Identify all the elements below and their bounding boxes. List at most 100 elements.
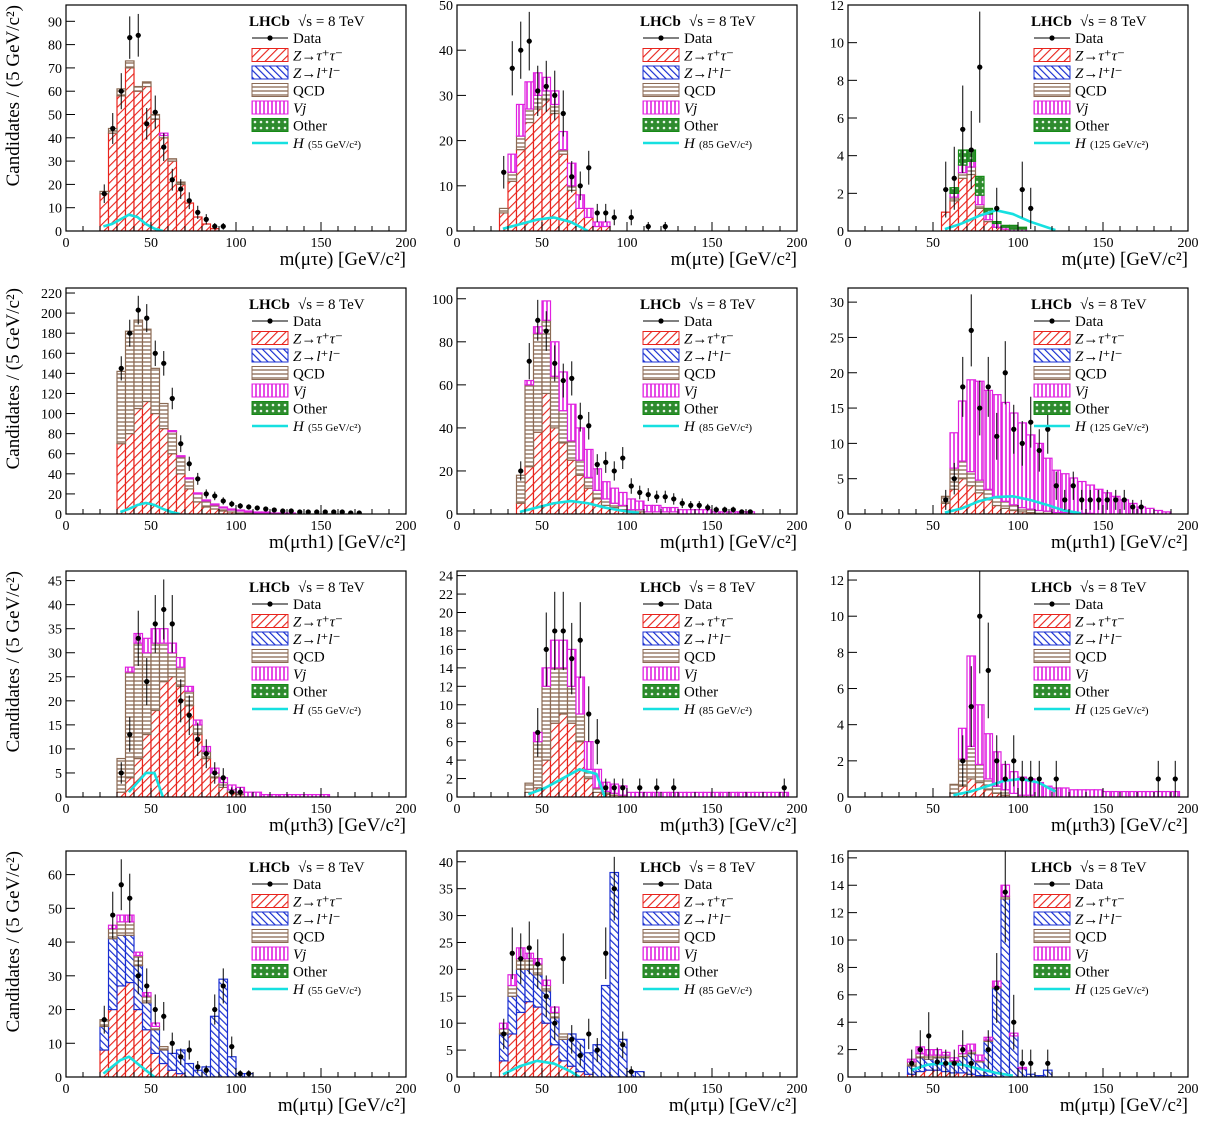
- legend-data-marker: [267, 35, 273, 41]
- y-axis: 0 2 4 6 8 10 12: [830, 574, 857, 806]
- bar-vj: [1110, 790, 1121, 797]
- bar-qcd: [558, 410, 569, 444]
- data-point: [977, 613, 983, 619]
- experiment-label: LHCb √s = 8 TeV: [640, 580, 756, 596]
- bar-ztautau: [592, 791, 603, 797]
- bar-vj: [184, 685, 195, 692]
- data-point: [237, 1071, 243, 1077]
- x-tick-label: 50: [926, 1082, 940, 1097]
- bar-ztautau: [558, 713, 569, 797]
- data-points: [101, 859, 252, 1077]
- y-tick-label: 16: [439, 643, 453, 658]
- x-tick-label: 100: [226, 236, 247, 251]
- y-tick-label: 25: [48, 671, 62, 686]
- legend-item-ztautau: Z→τ⁺τ⁻: [642, 614, 734, 631]
- data-point: [169, 395, 175, 402]
- data-points: [909, 851, 1051, 1077]
- data-point: [586, 711, 592, 717]
- x-tick-label: 0: [63, 1082, 70, 1097]
- bar-qcd: [184, 478, 195, 490]
- data-point: [994, 985, 1000, 991]
- legend-item-zll: Z→l⁺l⁻: [251, 65, 341, 82]
- legend-label: Vj: [1075, 384, 1088, 400]
- x-tick-label: 100: [226, 802, 247, 817]
- data-point: [654, 785, 660, 791]
- data-point: [118, 882, 124, 888]
- bar-qcd: [592, 787, 603, 793]
- bar-vj: [575, 676, 586, 715]
- data-point: [161, 606, 167, 613]
- data-point: [603, 210, 609, 216]
- bar-zll: [507, 995, 518, 1035]
- legend-label: Vj: [1075, 667, 1088, 683]
- bar-vj: [677, 509, 688, 514]
- bar-qcd: [133, 319, 144, 410]
- legend-item-ztautau: Z→τ⁺τ⁻: [642, 331, 734, 348]
- bar-ztautau: [116, 95, 127, 231]
- bar-ztautau: [209, 508, 220, 514]
- experiment-label: LHCb √s = 8 TeV: [249, 860, 365, 876]
- y-axis-title: Candidates / (5 GeV/c²): [3, 288, 24, 469]
- legend-label: H: [683, 419, 696, 435]
- bar-vj: [252, 511, 263, 514]
- legend-label: QCD: [684, 930, 716, 946]
- bar-vj: [974, 704, 985, 766]
- legend-swatch-other: [1033, 118, 1071, 132]
- data-point: [1011, 426, 1017, 432]
- y-tick-label: 50: [48, 109, 62, 124]
- x-tick-label: 200: [1178, 236, 1199, 251]
- bar-qcd: [524, 782, 535, 793]
- legend-mass-label: (55 GeV/c²): [308, 985, 361, 997]
- data-point: [195, 476, 201, 482]
- data-point: [110, 125, 116, 132]
- bar-zll: [634, 1071, 645, 1077]
- data-point: [569, 375, 575, 381]
- y-tick-label: 15: [48, 719, 62, 734]
- data-point: [348, 510, 354, 514]
- legend-item-vj: Vj: [642, 100, 697, 117]
- legend-swatch-vj: [642, 946, 680, 961]
- data-point: [960, 1047, 966, 1053]
- bar-ztautau: [532, 431, 543, 514]
- legend-label: Data: [1075, 31, 1104, 47]
- y-tick-label: 40: [48, 132, 62, 147]
- experiment-label: LHCb √s = 8 TeV: [249, 580, 365, 596]
- data-point: [322, 509, 328, 514]
- bar-zll: [116, 934, 127, 987]
- data-point: [1087, 497, 1093, 503]
- y-tick-label: 40: [439, 422, 453, 437]
- bar-vj: [626, 791, 637, 797]
- bar-qcd: [558, 1033, 569, 1040]
- legend-swatch-other: [1033, 684, 1071, 698]
- legend-label: Z→l⁺l⁻: [293, 66, 341, 82]
- bar-ztautau: [141, 400, 152, 514]
- bar-qcd: [957, 172, 968, 179]
- legend-label: Data: [684, 877, 713, 893]
- lhcb-label: LHCb: [640, 860, 681, 876]
- data-point: [254, 505, 260, 511]
- data-point: [501, 1031, 507, 1037]
- data-point: [1062, 497, 1068, 503]
- bar-vj: [974, 194, 985, 206]
- data-point: [212, 770, 218, 776]
- legend-item-higgs: H (55 GeV/c²): [252, 702, 361, 718]
- data-point: [161, 360, 167, 366]
- legend-swatch-other: [251, 401, 289, 415]
- bar-vj: [711, 791, 722, 797]
- y-tick-label: 30: [48, 970, 62, 985]
- y-tick-label: 15: [439, 990, 453, 1005]
- bar-vj: [175, 455, 186, 458]
- legend-data-marker: [267, 601, 273, 607]
- legend-label: Other: [293, 685, 327, 701]
- y-tick-label: 30: [48, 647, 62, 662]
- bar-ztautau: [133, 407, 144, 514]
- bar-ztautau: [549, 722, 560, 797]
- data-point: [186, 1047, 192, 1053]
- legend-swatch-qcd: [1033, 649, 1071, 663]
- bar-ztautau: [915, 1070, 926, 1077]
